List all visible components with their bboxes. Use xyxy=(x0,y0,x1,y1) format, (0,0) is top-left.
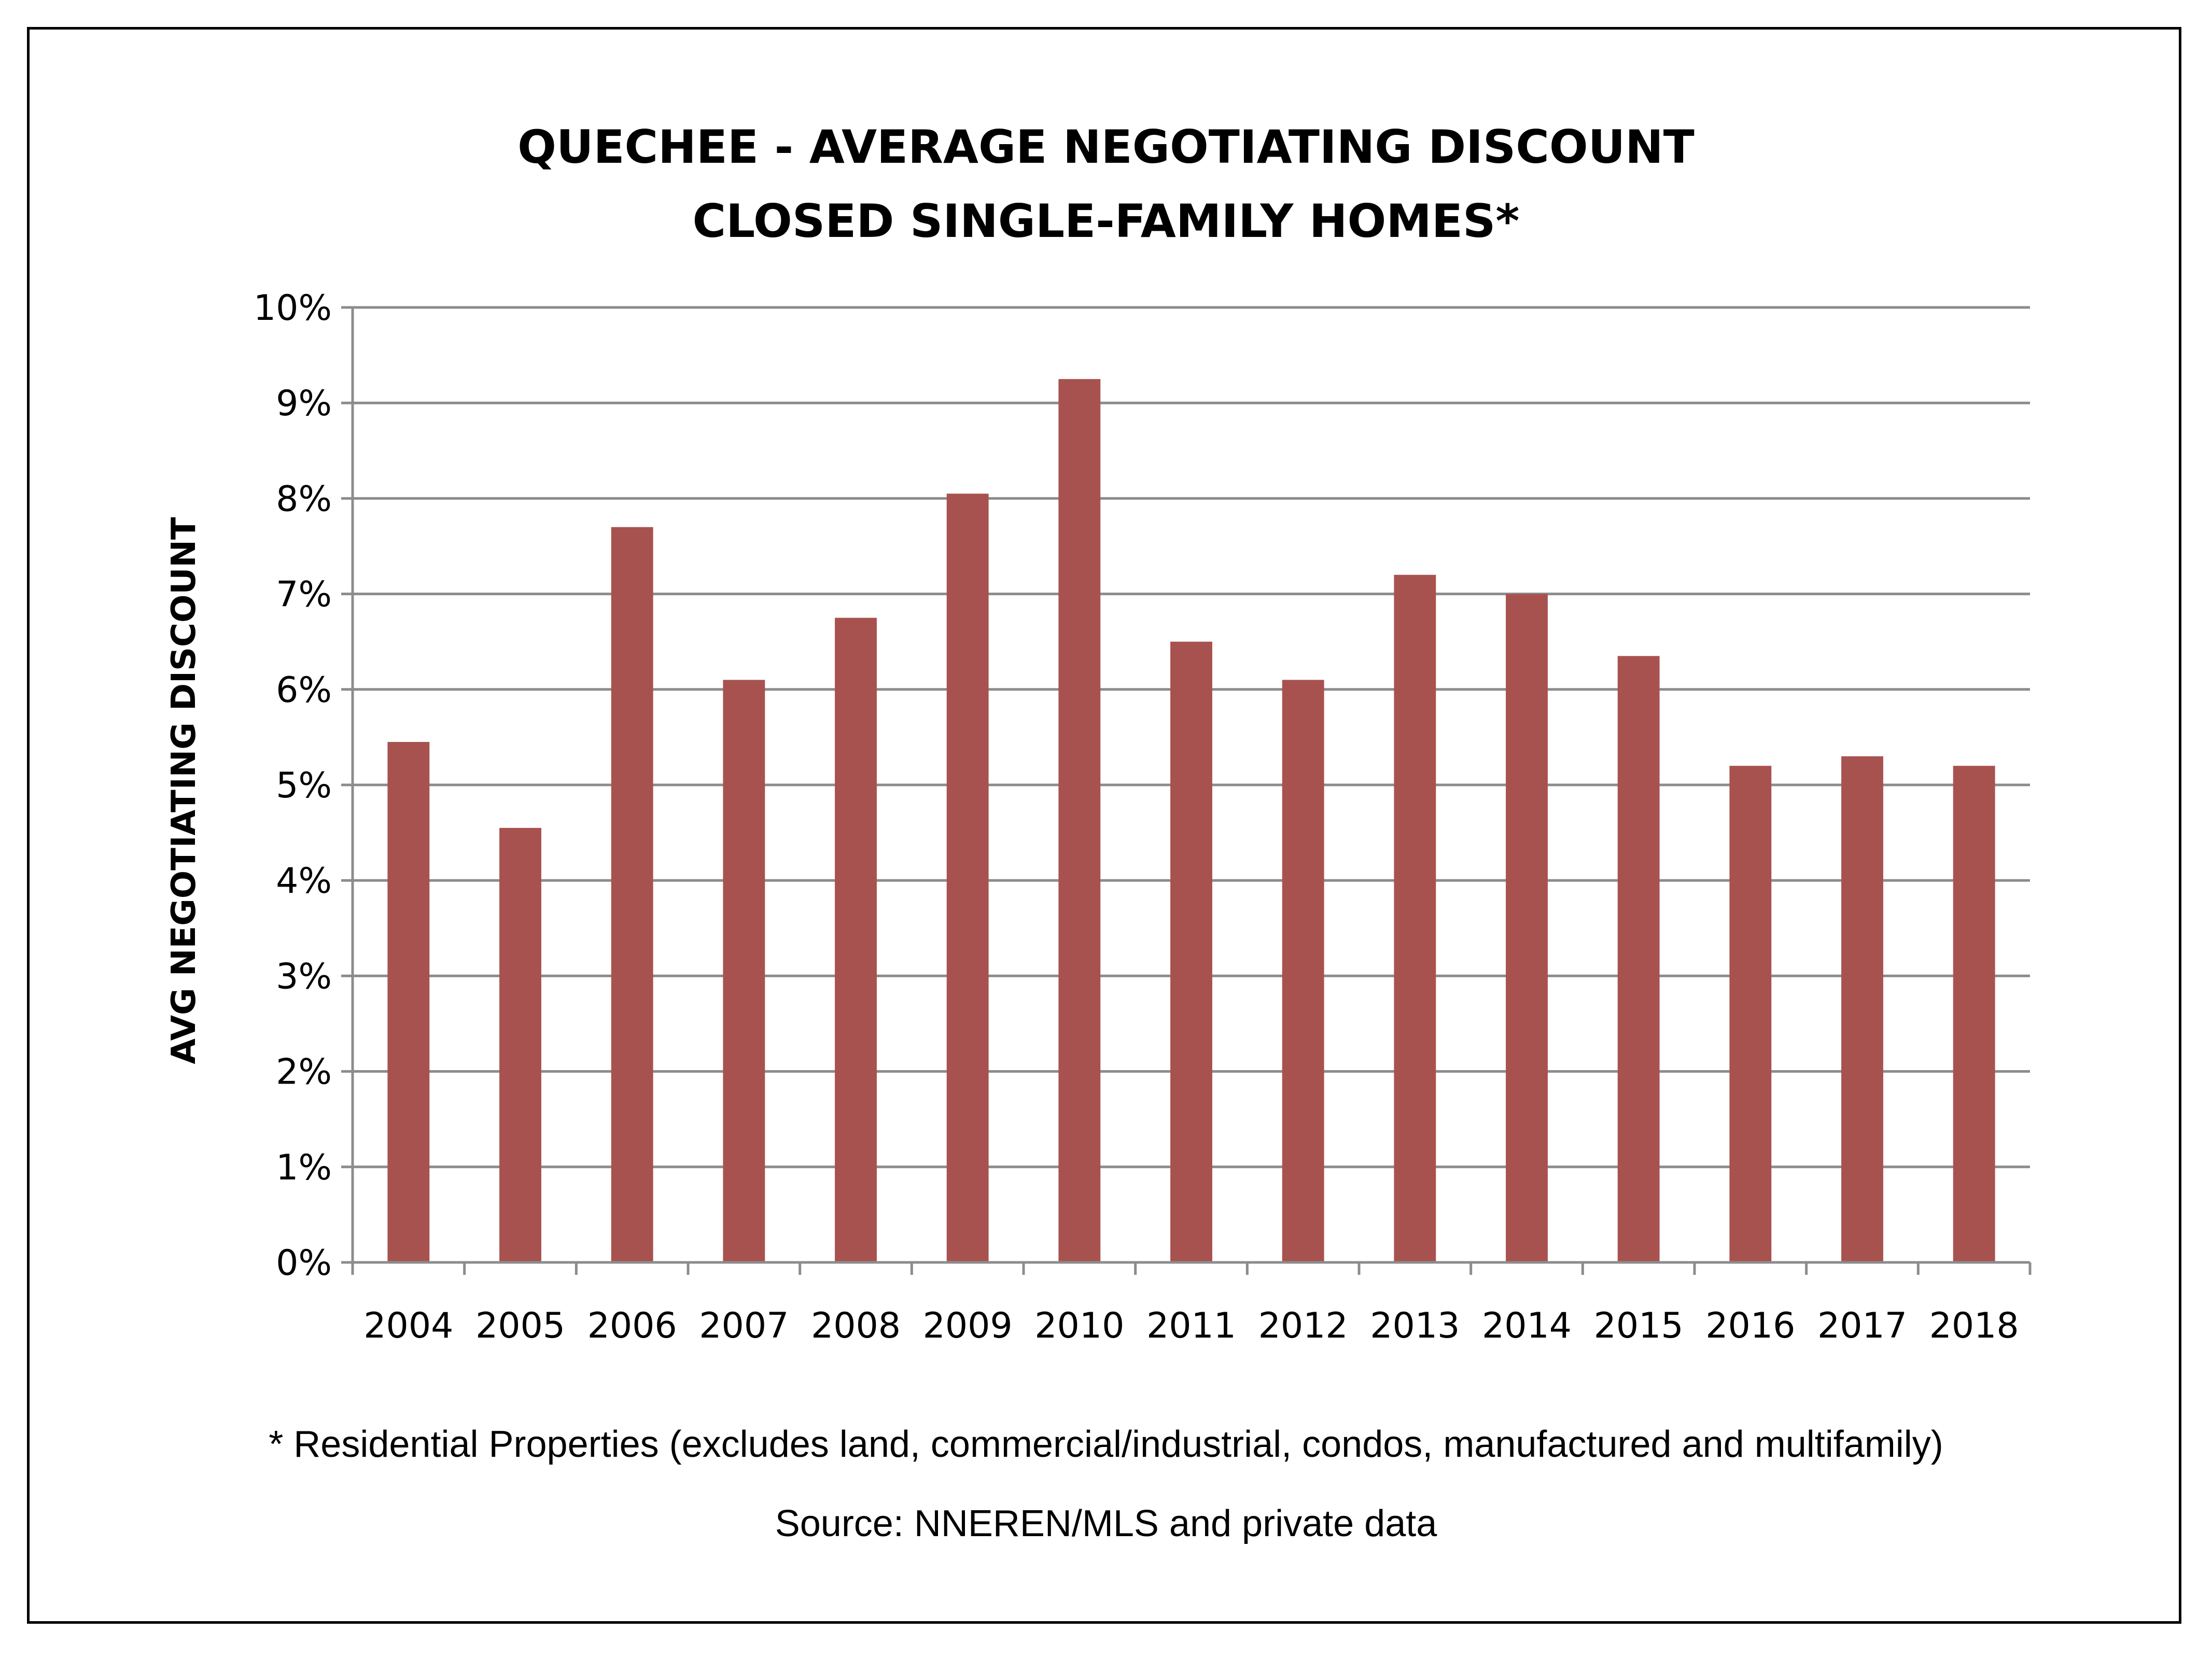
axes xyxy=(341,306,2032,1275)
y-tick-labels: 0% 1% 2% 3% 4% 5% 6% 7% 8% 9% 10% xyxy=(254,288,332,1284)
y-tick-label: 1% xyxy=(276,1147,332,1188)
x-tick-label: 2013 xyxy=(1370,1305,1460,1346)
x-tick-label: 2017 xyxy=(1817,1305,1907,1346)
x-tick-label: 2015 xyxy=(1594,1305,1684,1346)
x-tick-label: 2018 xyxy=(1929,1305,2019,1346)
bar-2018 xyxy=(1953,766,1995,1262)
x-tick-label: 2004 xyxy=(363,1305,453,1346)
y-tick-label: 10% xyxy=(254,288,332,329)
x-tick-label: 2016 xyxy=(1705,1305,1795,1346)
x-tick-label: 2009 xyxy=(923,1305,1013,1346)
bar-2015 xyxy=(1617,656,1660,1262)
y-tick-label: 7% xyxy=(276,574,332,615)
bar-2014 xyxy=(1506,594,1548,1262)
bar-2013 xyxy=(1394,574,1436,1262)
y-tick-label: 0% xyxy=(276,1243,332,1284)
y-tick-label: 4% xyxy=(276,861,332,902)
chart-title: QUECHEE - AVERAGE NEGOTIATING DISCOUNT xyxy=(517,120,1695,174)
footnote: * Residential Properties (excludes land,… xyxy=(269,1424,1943,1465)
bar-2007 xyxy=(723,680,765,1262)
y-tick-label: 6% xyxy=(276,670,332,711)
bar-2008 xyxy=(835,617,877,1262)
bar-2011 xyxy=(1170,641,1212,1262)
y-tick-label: 9% xyxy=(276,383,332,424)
y-tick-label: 8% xyxy=(276,479,332,519)
x-tick-label: 2006 xyxy=(587,1305,677,1346)
x-tick-label: 2007 xyxy=(699,1305,789,1346)
x-tick-label: 2012 xyxy=(1258,1305,1348,1346)
x-tick-label: 2005 xyxy=(475,1305,565,1346)
bars xyxy=(387,379,1995,1263)
bar-2009 xyxy=(946,494,989,1263)
bar-2016 xyxy=(1729,766,1772,1262)
x-tick-label: 2011 xyxy=(1146,1305,1236,1346)
y-tick-label: 2% xyxy=(276,1052,332,1093)
source-note: Source: NNEREN/MLS and private data xyxy=(775,1503,1437,1544)
x-tick-label: 2010 xyxy=(1034,1305,1124,1346)
bar-2010 xyxy=(1058,379,1101,1262)
bar-2005 xyxy=(499,827,541,1262)
chart-frame xyxy=(27,27,2181,1624)
x-tick-label: 2008 xyxy=(811,1305,901,1346)
y-tick-label: 3% xyxy=(276,956,332,997)
y-tick-label: 5% xyxy=(276,765,332,806)
x-tick-label: 2014 xyxy=(1482,1305,1572,1346)
bar-2004 xyxy=(387,742,430,1262)
x-tick-labels: 2004 2005 2006 2007 2008 2009 2010 2011 2012 2013… xyxy=(363,1305,2019,1346)
bar-2006 xyxy=(611,527,653,1263)
chart-subtitle: CLOSED SINGLE-FAMILY HOMES* xyxy=(692,194,1520,248)
bar-2017 xyxy=(1841,756,1883,1262)
bar-2012 xyxy=(1282,680,1324,1262)
